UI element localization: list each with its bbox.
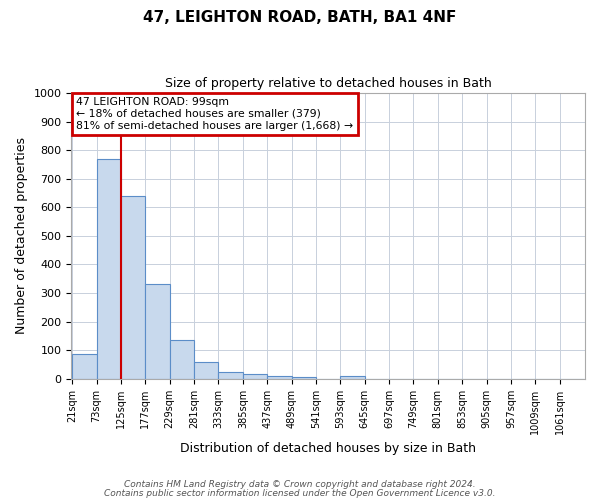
Bar — [121, 196, 145, 378]
Bar — [243, 374, 267, 378]
Bar — [97, 159, 121, 378]
Text: 47, LEIGHTON ROAD, BATH, BA1 4NF: 47, LEIGHTON ROAD, BATH, BA1 4NF — [143, 10, 457, 25]
Title: Size of property relative to detached houses in Bath: Size of property relative to detached ho… — [165, 78, 491, 90]
Y-axis label: Number of detached properties: Number of detached properties — [15, 138, 28, 334]
Bar — [170, 340, 194, 378]
Bar — [218, 372, 243, 378]
Text: Contains HM Land Registry data © Crown copyright and database right 2024.: Contains HM Land Registry data © Crown c… — [124, 480, 476, 489]
Bar — [194, 362, 218, 378]
Bar — [267, 376, 292, 378]
Text: 47 LEIGHTON ROAD: 99sqm
← 18% of detached houses are smaller (379)
81% of semi-d: 47 LEIGHTON ROAD: 99sqm ← 18% of detache… — [76, 98, 353, 130]
Bar — [72, 354, 97, 378]
Text: Contains public sector information licensed under the Open Government Licence v3: Contains public sector information licen… — [104, 488, 496, 498]
Bar — [145, 284, 170, 378]
Bar — [340, 376, 365, 378]
Bar — [292, 376, 316, 378]
X-axis label: Distribution of detached houses by size in Bath: Distribution of detached houses by size … — [180, 442, 476, 455]
